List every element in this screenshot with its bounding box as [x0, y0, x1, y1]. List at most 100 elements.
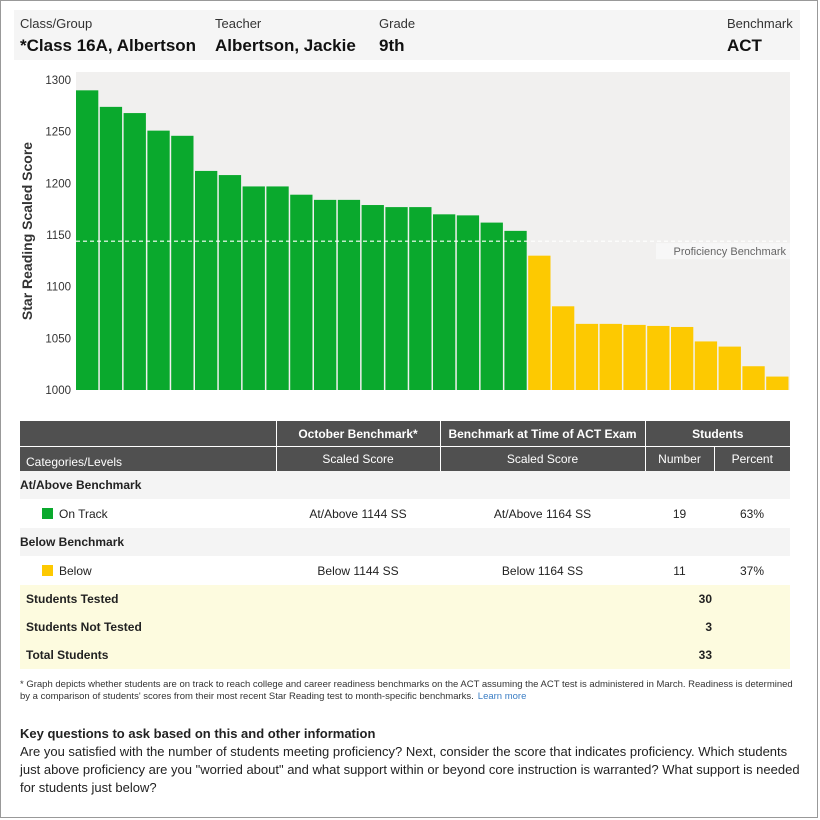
below-number: 11: [673, 563, 686, 578]
header-number: Number: [644, 446, 714, 471]
bar-16: [433, 214, 456, 390]
bar-9: [266, 186, 289, 390]
y-axis-ticks: 1000 1050 1100 1150 1200 1250 1300: [45, 75, 71, 397]
y-tick-label: 1100: [46, 282, 71, 294]
on-track-act: At/Above 1164 SS: [493, 506, 592, 521]
total-blank: [714, 641, 790, 669]
on-track-swatch: [42, 507, 53, 519]
class-group-value: *Class 16A, Albertson: [20, 36, 197, 55]
header-percent: Percent: [713, 446, 790, 471]
table-header-row: October Benchmark* Benchmark at Time of …: [20, 421, 790, 447]
y-tick-label: 1200: [45, 178, 71, 190]
bar-19: [504, 230, 527, 390]
below-percent: 37%: [739, 563, 765, 578]
total-label: Total Students: [20, 641, 645, 669]
bar-15: [409, 207, 432, 390]
bar-24: [623, 324, 646, 390]
bar-5: [171, 135, 194, 390]
learn-more-link[interactable]: Learn more: [477, 691, 527, 702]
grade: Grade 9th: [379, 16, 415, 56]
table-row-on-track: On Track At/Above 1144 SS At/Above 1164 …: [20, 499, 790, 528]
bar-1: [76, 90, 99, 390]
class-group-label: Class/Group: [20, 16, 93, 31]
bar-8: [242, 186, 265, 390]
group-at-above: At/Above Benchmark: [20, 471, 790, 499]
tested-value: 30: [645, 585, 714, 613]
grade-label: Grade: [379, 16, 416, 31]
y-tick-label: 1300: [45, 75, 71, 87]
grade-value: 9th: [379, 36, 405, 55]
tested-blank: [714, 585, 790, 613]
bar-7: [218, 175, 242, 390]
header-scaled-score-1: Scaled Score: [275, 446, 440, 471]
report-header: Class/Group *Class 16A, Albertson Teache…: [14, 10, 800, 60]
bar-4: [147, 130, 170, 390]
bar-22: [575, 323, 599, 390]
footnote-text: * Graph depicts whether students are on …: [20, 679, 793, 702]
below-label: Below: [59, 563, 92, 578]
bar-27: [694, 341, 718, 390]
not-tested-value: 3: [645, 613, 714, 641]
teacher-value: Albertson, Jackie: [215, 36, 356, 55]
on-track-october: At/Above 1144 SS: [309, 506, 407, 521]
header-october: October Benchmark*: [275, 421, 440, 447]
bars-group: [76, 90, 789, 390]
bar-21: [552, 306, 575, 390]
summary-tested-row: Students Tested 30: [20, 585, 790, 613]
on-track-cell: On Track: [20, 499, 276, 528]
on-track-label: On Track: [59, 506, 108, 521]
bar-20: [528, 255, 551, 390]
group-below-label: Below Benchmark: [20, 528, 790, 556]
group-below: Below Benchmark: [20, 528, 790, 556]
bar-17: [456, 215, 480, 390]
below-october: Below 1144 SS: [317, 563, 399, 578]
on-track-percent: 63%: [739, 506, 765, 521]
header-students: Students: [644, 421, 790, 447]
bar-6: [195, 170, 218, 390]
header-act-time: Benchmark at Time of ACT Exam: [439, 421, 645, 447]
benchmark-label-background: [656, 243, 790, 260]
y-axis-label: Star Reading Scaled Score: [19, 142, 35, 320]
header-scaled-score-2: Scaled Score: [439, 446, 645, 471]
summary-total-row: Total Students 33: [20, 641, 790, 669]
benchmark: Benchmark ACT: [727, 16, 793, 56]
below-cell: Below: [20, 556, 276, 585]
bar-14: [385, 207, 408, 390]
total-value: 33: [645, 641, 714, 669]
bar-3: [123, 113, 146, 390]
benchmark-label: Benchmark: [727, 16, 793, 31]
key-questions-title: Key questions to ask based on this and o…: [20, 726, 376, 741]
bar-2: [99, 106, 123, 390]
key-questions: Key questions to ask based on this and o…: [20, 725, 800, 797]
benchmark-table: October Benchmark* Benchmark at Time of …: [20, 421, 790, 669]
bar-26: [671, 326, 694, 390]
key-questions-body: Are you satisfied with the number of stu…: [20, 744, 800, 795]
teacher: Teacher Albertson, Jackie: [215, 16, 356, 56]
bar-29: [742, 366, 765, 390]
table-row-below: Below Below 1144 SS Below 1164 SS 11 37%: [20, 556, 790, 585]
header-categories: Categories/Levels: [20, 446, 276, 471]
on-track-number: 19: [672, 506, 687, 521]
below-act: Below 1164 SS: [501, 563, 584, 578]
table-subheader-row: Categories/Levels Scaled Score Scaled Sc…: [20, 446, 790, 471]
footnote: * Graph depicts whether students are on …: [20, 679, 800, 703]
score-bar-chart: 1000 1050 1100 1150 1200 1250 1300 Proficiency…: [19, 72, 790, 397]
bar-30: [766, 376, 789, 390]
bar-25: [647, 325, 670, 390]
y-tick-label: 1150: [46, 230, 71, 242]
teacher-label: Teacher: [215, 16, 262, 31]
benchmark-value: ACT: [727, 36, 762, 55]
below-swatch: [42, 564, 53, 576]
header-blank: [20, 421, 276, 447]
bar-11: [314, 199, 337, 390]
bar-13: [361, 205, 384, 390]
summary-not-tested-row: Students Not Tested 3: [20, 613, 790, 641]
y-tick-label: 1000: [45, 385, 71, 397]
group-at-above-label: At/Above Benchmark: [20, 471, 790, 499]
proficiency-benchmark-label: Proficiency Benchmark: [674, 246, 787, 258]
not-tested-blank: [714, 613, 790, 641]
bar-12: [337, 199, 361, 390]
class-group: Class/Group *Class 16A, Albertson: [20, 16, 196, 56]
y-tick-label: 1250: [45, 127, 71, 139]
